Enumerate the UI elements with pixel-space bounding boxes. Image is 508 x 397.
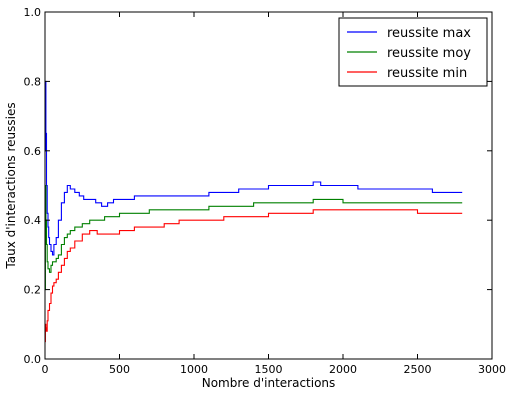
x-tick-label: 500 [109, 363, 130, 376]
legend-label-1: reussite max [387, 26, 471, 41]
series-line-3 [44, 209, 463, 343]
y-tick-label: 0.4 [24, 214, 42, 227]
legend: reussite max reussite moy reussite min [338, 17, 488, 87]
series-line-2 [44, 184, 463, 291]
x-tick-label: 2500 [404, 363, 432, 376]
y-tick-label: 0.8 [24, 75, 42, 88]
y-tick-label: 0.6 [24, 145, 42, 158]
series-line-1 [44, 80, 463, 256]
x-tick-label: 2000 [329, 363, 357, 376]
legend-label-2: reussite moy [387, 46, 471, 61]
legend-label-3: reussite min [387, 66, 467, 81]
y-tick-label: 1.0 [24, 6, 42, 19]
x-tick-label: 3000 [478, 363, 506, 376]
plot-area [44, 80, 463, 343]
y-tick-label: 0.0 [24, 353, 42, 366]
y-tick-label: 0.2 [24, 284, 42, 297]
x-axis-label: Nombre d'interactions [202, 376, 336, 390]
x-tick-label: 1000 [180, 363, 208, 376]
y-axis-label: Taux d'interactions reussies [4, 102, 18, 269]
axes: 0 500 1000 1500 2000 2500 3000 0.0 0.2 0.4 0.6 0.8 1… [24, 6, 507, 376]
x-tick-label: 1500 [255, 363, 283, 376]
x-tick-label: 0 [42, 363, 49, 376]
